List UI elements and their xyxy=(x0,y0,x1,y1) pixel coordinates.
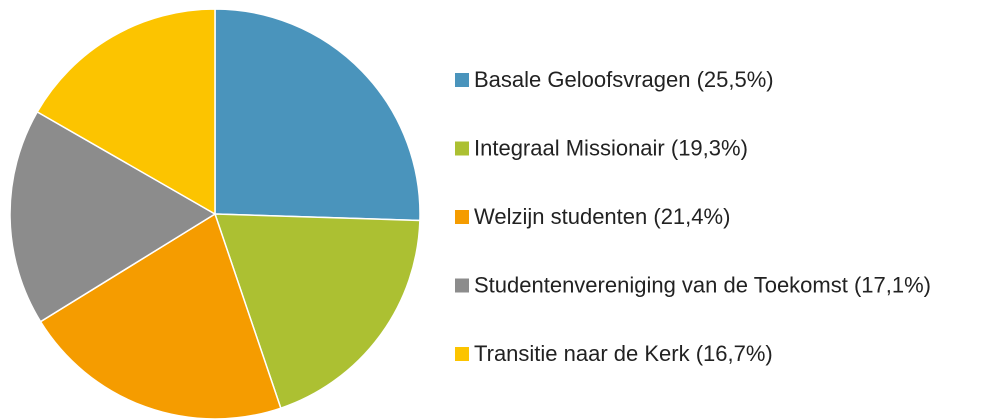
legend-swatch xyxy=(455,347,469,361)
pie-slice xyxy=(36,8,216,216)
legend-label: Integraal Missionair (19,3%) xyxy=(474,135,748,160)
pie-slice xyxy=(39,212,282,419)
pie-slice xyxy=(214,8,421,222)
legend-swatch xyxy=(455,210,469,224)
legend-label: Transitie naar de Kerk (16,7%) xyxy=(474,341,773,366)
pie-slice xyxy=(213,213,421,410)
legend-label: Welzijn studenten (21,4%) xyxy=(474,204,730,229)
legend-label: Studentenvereniging van de Toekomst (17,… xyxy=(474,272,931,297)
legend-swatch xyxy=(455,73,469,87)
pie-slice xyxy=(9,110,217,323)
legend-label: Basale Geloofsvragen (25,5%) xyxy=(474,67,774,92)
legend-swatch xyxy=(455,141,469,156)
legend-swatch xyxy=(455,278,469,293)
